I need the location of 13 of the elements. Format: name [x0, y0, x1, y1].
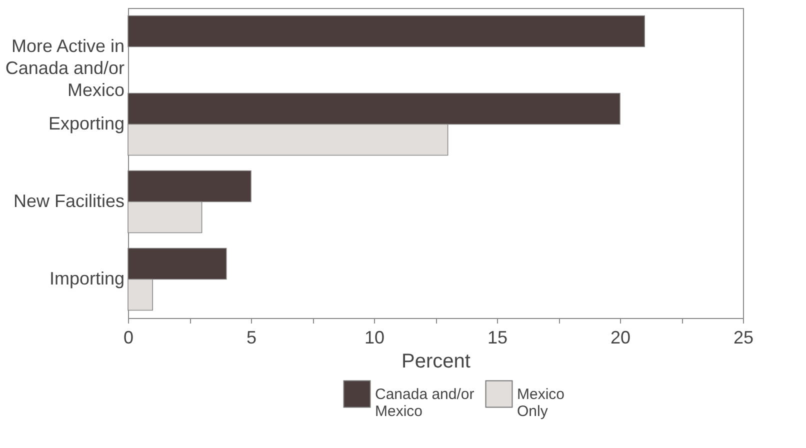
legend-label: Mexico Only	[517, 386, 565, 420]
x-tick-label: 15	[487, 328, 508, 348]
x-axis-title: Percent	[402, 350, 471, 372]
x-tick-label: 20	[610, 328, 631, 348]
x-tick-label: 0	[123, 328, 134, 348]
y-tick-label: More Active in Canada and/or Mexico	[5, 36, 125, 100]
y-tick-label: Importing	[49, 268, 124, 288]
x-tick-label: 5	[246, 328, 257, 348]
x-tick-label: 10	[364, 328, 385, 348]
y-tick-label: Exporting	[48, 113, 124, 134]
legend-label: Canada and/or Mexico	[375, 386, 474, 420]
y-tick-label: New Facilities	[13, 190, 124, 211]
x-tick-label: 25	[733, 328, 754, 348]
